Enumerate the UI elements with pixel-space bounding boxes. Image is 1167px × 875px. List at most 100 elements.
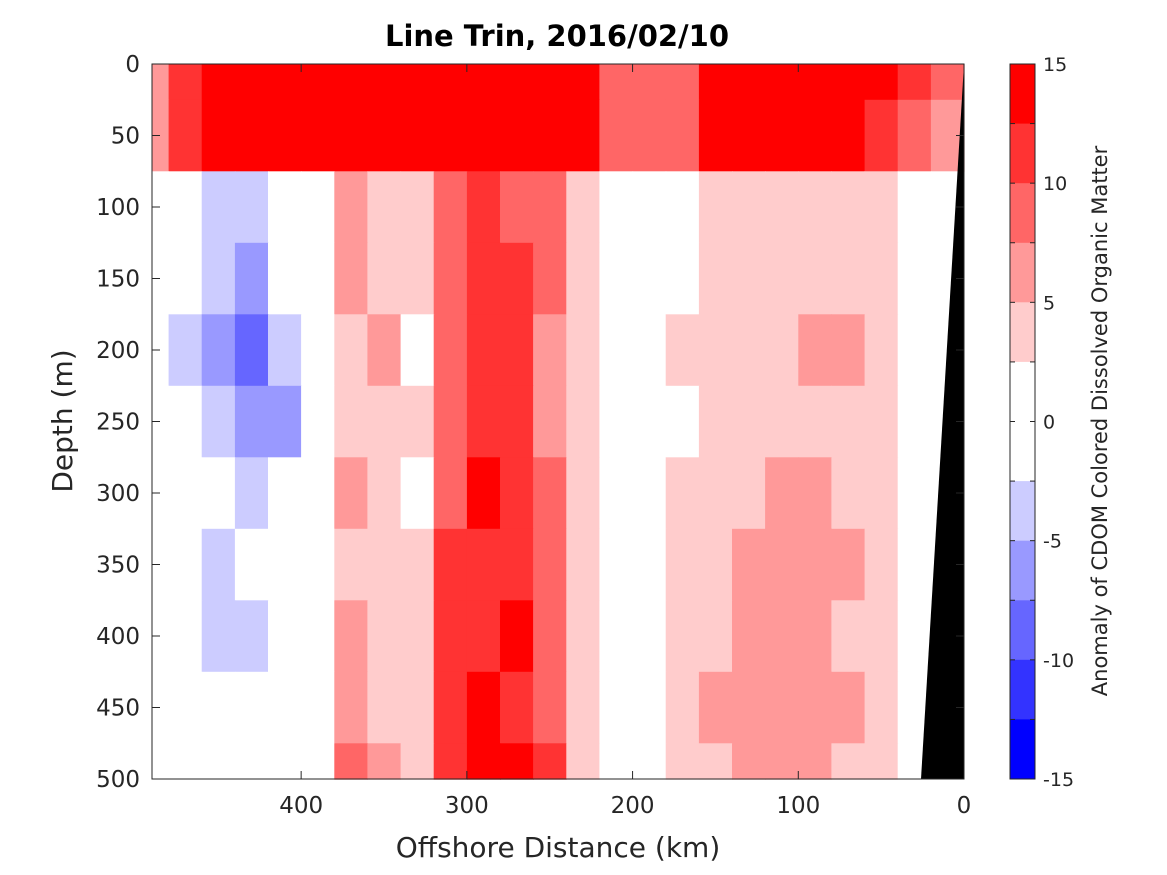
heatmap-cell	[566, 385, 600, 458]
heatmap-cell	[599, 600, 634, 673]
heatmap-cell	[268, 457, 302, 530]
heatmap-cell	[698, 385, 733, 458]
colorbar-tick-label: 5	[1043, 292, 1055, 314]
heatmap-cell	[798, 64, 832, 101]
heatmap-cell	[268, 671, 302, 744]
heatmap-cell	[798, 314, 832, 387]
heatmap-cell	[599, 171, 634, 244]
heatmap-cell	[400, 457, 435, 530]
heatmap-cell	[599, 242, 634, 315]
heatmap-cell	[466, 314, 501, 387]
heatmap-cell	[152, 99, 170, 172]
y-tick-label: 0	[125, 52, 140, 78]
heatmap-cell	[152, 743, 170, 780]
heatmap-cell	[168, 528, 203, 601]
y-tick-label: 500	[96, 767, 140, 793]
heatmap-cell	[500, 171, 534, 244]
y-tick-label: 200	[96, 338, 140, 364]
heatmap-cell	[168, 242, 203, 315]
heatmap-cell	[400, 671, 435, 744]
heatmap-cell	[566, 99, 600, 172]
heatmap-cell	[765, 314, 799, 387]
heatmap-cell	[301, 64, 335, 101]
heatmap-cell	[698, 671, 733, 744]
heatmap-cell	[152, 600, 170, 673]
heatmap-cell	[566, 64, 600, 101]
heatmap-cell	[533, 242, 567, 315]
heatmap-cell	[500, 528, 534, 601]
heatmap-cell	[732, 64, 766, 101]
heatmap-cell	[201, 743, 236, 780]
y-tick-label: 250	[96, 410, 140, 436]
heatmap-cell	[466, 671, 501, 744]
heatmap-cell	[168, 171, 203, 244]
heatmap-cell	[268, 314, 302, 387]
heatmap-cell	[566, 314, 600, 387]
heatmap-cell	[500, 64, 534, 101]
heatmap-cell	[400, 743, 435, 780]
heatmap-cell	[301, 528, 335, 601]
heatmap-cell	[234, 314, 269, 387]
heatmap-cell	[897, 171, 932, 244]
y-tick-label: 100	[96, 195, 140, 221]
heatmap-cell	[732, 671, 766, 744]
heatmap-cell	[301, 171, 335, 244]
heatmap-cell	[400, 99, 435, 172]
heatmap-cell	[152, 171, 170, 244]
heatmap-cell	[500, 600, 534, 673]
heatmap-cell	[665, 99, 700, 172]
heatmap-cell	[831, 314, 866, 387]
heatmap-cell	[334, 314, 368, 387]
heatmap-cell	[632, 528, 667, 601]
heatmap-cell	[798, 171, 832, 244]
heatmap-cell	[599, 457, 634, 530]
heatmap-cell	[632, 314, 667, 387]
heatmap-cell	[665, 242, 700, 315]
heatmap-cell	[201, 671, 236, 744]
x-tick-label: 0	[957, 793, 972, 819]
heatmap-cell	[367, 600, 402, 673]
heatmap-cell	[566, 457, 600, 530]
heatmap-cell	[433, 743, 468, 780]
heatmap-cell	[533, 171, 567, 244]
heatmap-cell	[599, 64, 634, 101]
heatmap-cell	[665, 528, 700, 601]
y-tick-label: 350	[96, 553, 140, 579]
heatmap-cell	[732, 528, 766, 601]
colorbar-swatch	[1010, 361, 1035, 422]
heatmap-cell	[268, 171, 302, 244]
heatmap-cell	[831, 671, 866, 744]
heatmap-cell	[698, 528, 733, 601]
heatmap-cell	[201, 457, 236, 530]
y-axis-label: Depth (m)	[46, 349, 79, 492]
heatmap-cell	[234, 528, 269, 601]
heatmap-cell	[168, 671, 203, 744]
x-axis-label: Offshore Distance (km)	[396, 831, 721, 864]
heatmap-cell	[864, 385, 899, 458]
heatmap-cell	[798, 671, 832, 744]
heatmap-cell	[466, 385, 501, 458]
heatmap-cell	[831, 99, 866, 172]
heatmap-cell	[533, 528, 567, 601]
heatmap-cell	[698, 64, 733, 101]
heatmap-cell	[334, 528, 368, 601]
x-tick-label: 300	[445, 793, 489, 819]
heatmap-cell	[301, 314, 335, 387]
heatmap-cell	[765, 600, 799, 673]
y-axis-ticks: 0 50 100 150 200 250 300 350 400 450 500	[96, 52, 964, 793]
heatmap-cell	[831, 528, 866, 601]
heatmap-cell	[433, 64, 468, 101]
plot-area: 400 300 200 100 0 0 50 100 150 200 250 300 350 400 45…	[96, 52, 971, 819]
heatmap-cell	[466, 99, 501, 172]
heatmap-cell	[301, 743, 335, 780]
heatmap-cell	[400, 171, 435, 244]
heatmap-cell	[334, 671, 368, 744]
heatmap-cell	[533, 743, 567, 780]
heatmap-cell	[765, 671, 799, 744]
heatmap-cell	[234, 171, 269, 244]
heatmap-cell	[433, 314, 468, 387]
heatmap-cell	[400, 600, 435, 673]
heatmap-cell	[201, 385, 236, 458]
heatmap-cell	[897, 242, 932, 315]
